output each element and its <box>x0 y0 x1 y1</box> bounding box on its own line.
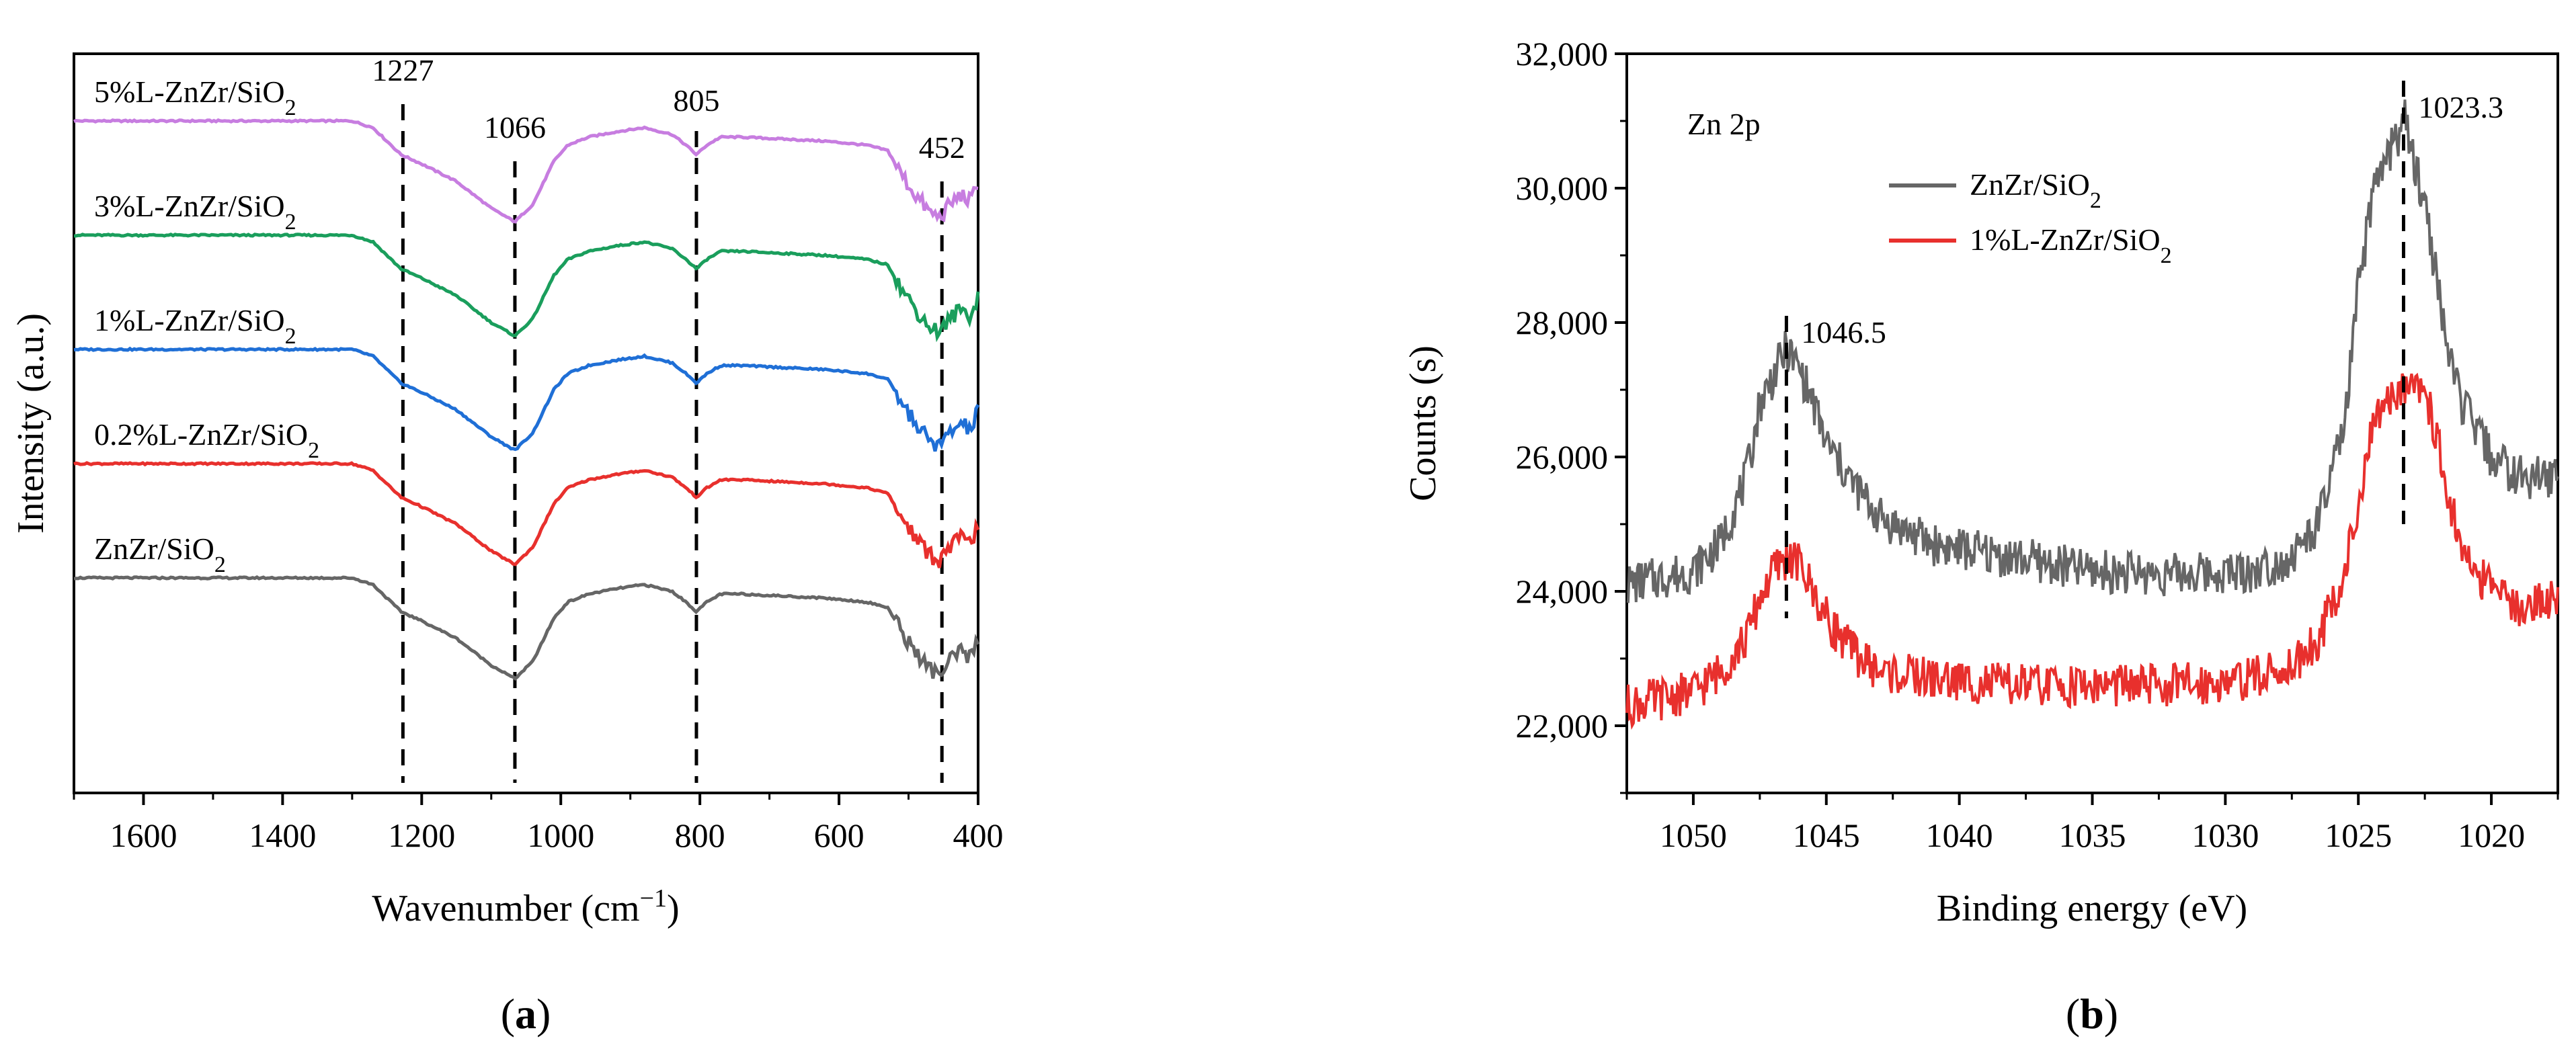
panel-a-x-tick-label: 600 <box>814 816 864 854</box>
panel-a-x-axis: 1600 1400 1200 1000 800 600 400 <box>73 793 1004 854</box>
panel-b-y-tick-label: 22,000 <box>1516 707 1609 745</box>
panel-a-x-axis-label: Wavenumber (cm−1) <box>372 884 679 929</box>
panel-b-x-tick-label: 1045 <box>1793 816 1860 854</box>
panel-a-series-label: 1%L-ZnZr/SiO2 <box>94 303 296 349</box>
panel-b-series-line <box>1626 99 2559 603</box>
panel-a-x-tick-label: 400 <box>953 816 1004 854</box>
panel-b-peak-label: 1046.5 <box>1801 315 1886 349</box>
panel-a-x-tick-label: 1000 <box>527 816 594 854</box>
panel-a-peak-label: 1066 <box>484 110 546 144</box>
panel-b-y-axis-label: Counts (s) <box>1402 345 1444 501</box>
panel-b-legend-label: ZnZr/SiO2 <box>1970 167 2101 213</box>
panel-b-y-tick-label: 26,000 <box>1516 438 1609 476</box>
panel-a-series-line <box>73 575 980 681</box>
panel-a: 1600 1400 1200 1000 800 600 400 1227 1066 805 452… <box>10 52 1004 1038</box>
panel-b-y-tick-label: 30,000 <box>1516 169 1609 207</box>
panel-a-series-label: 0.2%L-ZnZr/SiO2 <box>94 417 319 463</box>
panel-a-x-tick-label: 1600 <box>110 816 177 854</box>
panel-b-x-tick-label: 1040 <box>1926 816 1993 854</box>
panel-b-peak-label: 1023.3 <box>2418 90 2503 124</box>
panel-a-series-label: 5%L-ZnZr/SiO2 <box>94 75 296 120</box>
panel-a-series-label: 3%L-ZnZr/SiO2 <box>94 189 296 235</box>
panel-b-x-tick-label: 1020 <box>2458 816 2525 854</box>
panel-a-x-tick-label: 800 <box>675 816 725 854</box>
panel-a-peak-label: 452 <box>919 130 965 165</box>
panel-a-series-line <box>73 233 980 343</box>
panel-b-x-axis: 1050 1045 1040 1035 1030 1025 1020 <box>1625 793 2559 854</box>
panel-a-x-tick-label: 1200 <box>388 816 455 854</box>
panel-a-peak-markers: 1227 1066 805 452 <box>372 53 965 783</box>
panel-b-label: (b) <box>2066 990 2118 1038</box>
panel-b-x-tick-label: 1030 <box>2191 816 2259 854</box>
panel-b-y-tick-label: 24,000 <box>1516 573 1609 610</box>
panel-b-x-tick-label: 1035 <box>2059 816 2126 854</box>
panel-a-series <box>73 118 980 681</box>
panel-b-series-line <box>1625 372 2559 730</box>
panel-b-x-tick-label: 1025 <box>2325 816 2392 854</box>
panel-b-peak-markers: 1046.5 1023.3 <box>1784 81 2503 618</box>
panel-b-title: Zn 2p <box>1687 107 1761 141</box>
panel-a-label: (a) <box>501 990 551 1038</box>
panel-a-plot-frame <box>73 52 979 794</box>
panel-b-legend: ZnZr/SiO2 1%L-ZnZr/SiO2 <box>1889 167 2172 268</box>
panel-a-peak-label: 1227 <box>372 53 434 87</box>
panel-a-peak-label: 805 <box>673 83 719 118</box>
panel-a-x-tick-label: 1400 <box>249 816 316 854</box>
panel-a-series-line <box>73 118 979 224</box>
panel-a-y-axis-label: Intensity (a.u.) <box>10 313 52 534</box>
panel-b-legend-label: 1%L-ZnZr/SiO2 <box>1970 222 2172 268</box>
panel-a-series-line <box>73 346 980 452</box>
panel-a-series-labels: 5%L-ZnZr/SiO2 3%L-ZnZr/SiO2 1%L-ZnZr/SiO2 0… <box>94 75 319 577</box>
panel-b: 1050 1045 1040 1035 1030 1025 1020 22,000 24,00… <box>1402 35 2559 1038</box>
panel-a-series-label: ZnZr/SiO2 <box>94 532 226 577</box>
panel-b-y-axis: 22,000 24,000 26,000 28,000 30,000 32,000 <box>1516 35 1627 794</box>
panel-a-series-line <box>73 461 980 568</box>
panel-b-y-tick-label: 32,000 <box>1516 35 1609 73</box>
panel-b-x-axis-label: Binding energy (eV) <box>1937 888 2247 929</box>
panel-b-y-tick-label: 28,000 <box>1516 304 1609 341</box>
panel-b-x-tick-label: 1050 <box>1660 816 1727 854</box>
